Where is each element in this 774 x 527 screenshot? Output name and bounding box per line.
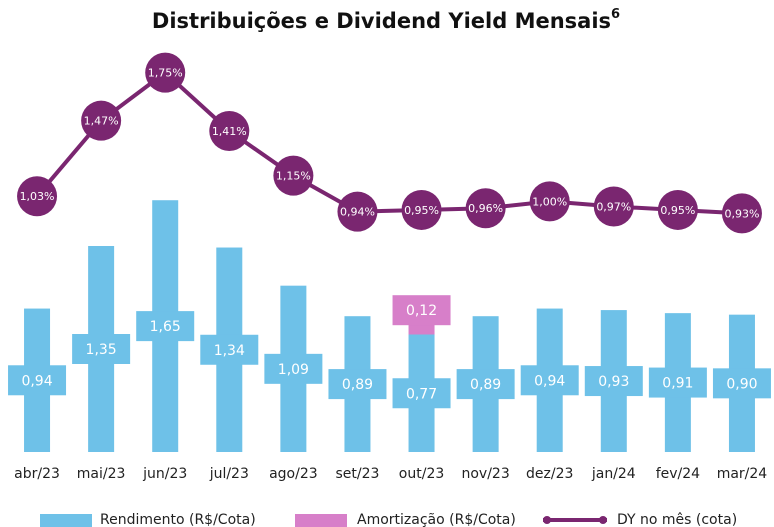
dy-label: 0,93% <box>724 207 759 220</box>
title-text: Distribuições e Dividend Yield Mensais <box>152 9 611 33</box>
x-tick-label: jun/23 <box>142 466 187 482</box>
x-tick-label: nov/23 <box>461 466 509 482</box>
x-tick-label: set/23 <box>335 466 379 482</box>
x-tick-label: ago/23 <box>269 466 318 482</box>
dy-line <box>35 70 743 216</box>
dy-label: 1,47% <box>84 115 119 128</box>
value-label: 0,89 <box>470 377 501 393</box>
value-label: 0,94 <box>21 373 52 389</box>
value-label-box <box>328 369 387 400</box>
x-tick-label: mar/24 <box>717 466 768 482</box>
x-tick-label: jan/24 <box>591 466 636 482</box>
value-label: 1,65 <box>150 319 181 335</box>
dy-point <box>337 191 378 232</box>
value-label: 0,94 <box>534 373 565 389</box>
dy-point <box>17 176 58 217</box>
dy-point <box>721 193 762 234</box>
value-label: 0,77 <box>406 386 437 402</box>
dy-point <box>529 181 570 222</box>
legend-swatch-dot <box>599 516 607 524</box>
value-label-box <box>72 334 131 364</box>
dy-point <box>81 100 122 141</box>
value-label-box <box>584 366 643 397</box>
legend-label: DY no mês (cota) <box>617 512 737 527</box>
dy-label: 1,41% <box>212 125 247 138</box>
dy-point <box>209 110 250 151</box>
value-label-box <box>712 368 771 399</box>
dy-label: 0,96% <box>468 202 503 215</box>
value-label-box <box>456 369 515 400</box>
legend-swatch-dot <box>543 516 551 524</box>
dy-label: 0,94% <box>340 206 375 219</box>
title-superscript: 6 <box>611 7 620 22</box>
x-tick-label: fev/24 <box>656 466 700 482</box>
dy-label: 0,97% <box>596 201 631 214</box>
value-label: 1,09 <box>278 362 309 378</box>
x-tick-label: mai/23 <box>77 466 126 482</box>
x-tick-label: out/23 <box>399 466 444 482</box>
dy-label: 1,15% <box>276 170 311 183</box>
legend-swatch <box>295 514 347 527</box>
x-tick-label: abr/23 <box>14 466 60 482</box>
value-label: 0,93 <box>598 374 629 390</box>
dy-point <box>593 186 634 227</box>
legend-label: Amortização (R$/Cota) <box>357 512 516 527</box>
dy-point <box>465 188 506 229</box>
legend-label: Rendimento (R$/Cota) <box>100 512 256 527</box>
value-label: 1,35 <box>86 342 117 358</box>
legend-swatch <box>40 514 92 527</box>
value-label-box <box>200 334 259 365</box>
value-label-box <box>392 378 451 409</box>
dy-label: 1,00% <box>532 195 567 208</box>
value-label: 0,12 <box>406 303 437 319</box>
value-label: 0,89 <box>342 377 373 393</box>
value-label-box <box>520 365 579 396</box>
dy-label: 1,03% <box>20 190 55 203</box>
value-label: 0,90 <box>726 376 757 392</box>
dy-point <box>145 52 186 93</box>
dy-point <box>401 189 442 230</box>
dy-label: 0,95% <box>660 204 695 217</box>
dy-label: 1,75% <box>148 67 183 80</box>
value-label: 0,91 <box>662 376 693 392</box>
value-label-box <box>648 367 707 398</box>
chart-title: Distribuições e Dividend Yield Mensais6 <box>152 7 620 34</box>
value-label-box <box>8 365 67 396</box>
dy-label: 0,95% <box>404 204 439 217</box>
dy-point <box>657 189 698 230</box>
dy-point <box>273 155 314 196</box>
value-label-box <box>264 353 323 384</box>
value-label: 1,34 <box>214 343 245 359</box>
x-tick-label: dez/23 <box>526 466 573 482</box>
value-label-box <box>136 311 195 342</box>
x-tick-label: jul/23 <box>209 466 249 482</box>
value-label-box <box>392 295 451 326</box>
